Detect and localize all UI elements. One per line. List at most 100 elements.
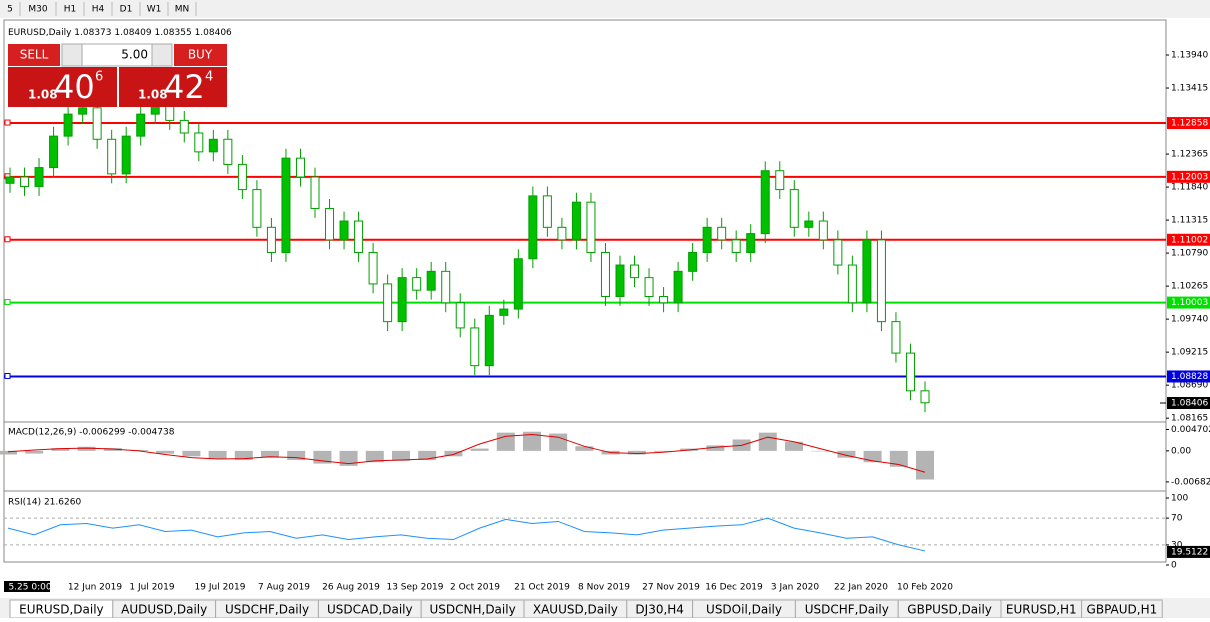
- buy-big-figure: 1.08: [138, 88, 168, 102]
- x-tick-label: 12 Jun 2019: [68, 583, 122, 593]
- timeframe-button[interactable]: M30: [28, 5, 47, 15]
- y-tick-label: 0.004702: [1171, 425, 1210, 435]
- level-tag: [1167, 117, 1210, 130]
- candle-body: [455, 302, 465, 329]
- candle-body: [383, 283, 393, 323]
- tab-label[interactable]: EURUSD,H1: [1006, 603, 1077, 617]
- tab-label[interactable]: DJ30,H4: [635, 603, 684, 617]
- y-tick-label: 1.10265: [1171, 282, 1208, 292]
- candle-body: [600, 251, 610, 297]
- x-tick-label: 7 Aug 2019: [258, 583, 310, 593]
- macd-bar: [470, 448, 489, 451]
- buy-button[interactable]: [174, 44, 227, 66]
- y-tick-label: 1.12365: [1171, 150, 1208, 160]
- candle-body: [876, 239, 886, 323]
- candle-body: [847, 264, 857, 304]
- candle-body: [513, 258, 523, 310]
- candle-body: [688, 251, 698, 272]
- candle-body: [368, 251, 378, 285]
- level-anchor: [4, 372, 11, 379]
- current-price-tag: [1167, 397, 1210, 410]
- timeframe-button[interactable]: D1: [120, 5, 133, 15]
- lot-down[interactable]: [61, 43, 83, 67]
- level-label: 1.08828: [1171, 372, 1208, 382]
- buy-pips: 42: [164, 68, 205, 106]
- macd-bar: [0, 450, 17, 455]
- timeframe-button[interactable]: MN: [175, 5, 190, 15]
- macd-bar: [77, 446, 96, 451]
- level-label: 1.11002: [1171, 235, 1208, 245]
- candle-body: [905, 352, 915, 392]
- tab-label[interactable]: GBPAUD,H1: [1087, 603, 1158, 617]
- x-tick-label: 16 Dec 2019: [705, 583, 763, 593]
- tab-label[interactable]: EURUSD,Daily: [19, 603, 104, 617]
- tab-label[interactable]: USDCAD,Daily: [327, 603, 413, 617]
- macd-bar: [25, 450, 44, 454]
- candle-body: [571, 201, 581, 241]
- macd-bar: [758, 432, 777, 451]
- sell-label[interactable]: SELL: [20, 48, 49, 62]
- candle-body: [644, 277, 654, 297]
- candle-body: [717, 226, 727, 241]
- tab-label[interactable]: USDCHF,Daily: [805, 603, 889, 617]
- trade-panel: SELL 5.00 BUY 1.08 40 6 1.08 42 4: [8, 43, 227, 107]
- x-tick-label: 8 Nov 2019: [578, 583, 630, 593]
- level-label: 1.12003: [1171, 172, 1208, 182]
- candle-body: [194, 132, 204, 153]
- macd-bar: [706, 445, 725, 451]
- y-tick-label: 0.00: [1171, 446, 1191, 456]
- candle-body: [237, 163, 247, 191]
- candle-body: [441, 270, 451, 304]
- x-tick-label: 21 Oct 2019: [514, 583, 570, 593]
- macd-bar: [654, 450, 672, 452]
- candle-body: [659, 295, 669, 304]
- candle-body: [136, 113, 146, 137]
- timeframe-button[interactable]: H1: [64, 5, 77, 15]
- timeframe-button[interactable]: W1: [147, 5, 162, 15]
- y-tick-label: 70: [1171, 514, 1183, 524]
- toolbar: [0, 0, 1210, 18]
- sell-button[interactable]: [8, 44, 60, 66]
- symbol: EURUSD,Daily: [8, 28, 72, 38]
- candle-body: [426, 270, 436, 291]
- crosshair-time-tag: [4, 581, 50, 592]
- buy-price-box[interactable]: [119, 67, 227, 107]
- candle-body: [266, 226, 276, 253]
- level-anchor: [4, 236, 11, 243]
- sell-fraction: 6: [95, 70, 103, 85]
- candle-body: [92, 107, 102, 140]
- signal-line: [7, 433, 926, 473]
- candle-body: [862, 239, 872, 304]
- y-tick-label: 1.11315: [1171, 216, 1208, 226]
- tab-label[interactable]: GBPUSD,Daily: [907, 603, 992, 617]
- high: 1.08409: [114, 28, 151, 38]
- tab-label[interactable]: USDCHF,Daily: [225, 603, 309, 617]
- candle-body: [5, 176, 15, 184]
- level-tag: [1167, 296, 1210, 309]
- tab-label[interactable]: USDCNH,Daily: [429, 603, 515, 617]
- lot-up[interactable]: [151, 43, 173, 67]
- timeframe-button[interactable]: H4: [92, 5, 105, 15]
- open: 1.08373: [74, 28, 111, 38]
- candle-body: [484, 314, 494, 367]
- buy-label[interactable]: BUY: [188, 48, 213, 62]
- x-tick-label: 22 Jan 2020: [834, 583, 888, 593]
- sell-price-box[interactable]: [8, 67, 117, 107]
- x-tick-label: 19 Jul 2019: [195, 583, 246, 593]
- tab-label[interactable]: XAUUSD,Daily: [533, 603, 618, 617]
- level-label: 1.12858: [1171, 119, 1208, 129]
- tab-label[interactable]: USDOil,Daily: [706, 603, 782, 617]
- y-tick-label: 1.13415: [1171, 84, 1208, 94]
- timeframe-button[interactable]: 5: [7, 5, 13, 15]
- candle-body: [586, 201, 596, 253]
- candle-body: [339, 220, 349, 241]
- macd-bar: [523, 431, 541, 451]
- candle-body: [789, 189, 799, 228]
- sell-big-figure: 1.08: [28, 88, 58, 102]
- level-anchor: [4, 119, 11, 126]
- lot-value[interactable]: 5.00: [121, 48, 148, 62]
- x-tick-label: 10 Feb 2020: [897, 583, 953, 593]
- tab-label[interactable]: AUDUSD,Daily: [121, 603, 207, 617]
